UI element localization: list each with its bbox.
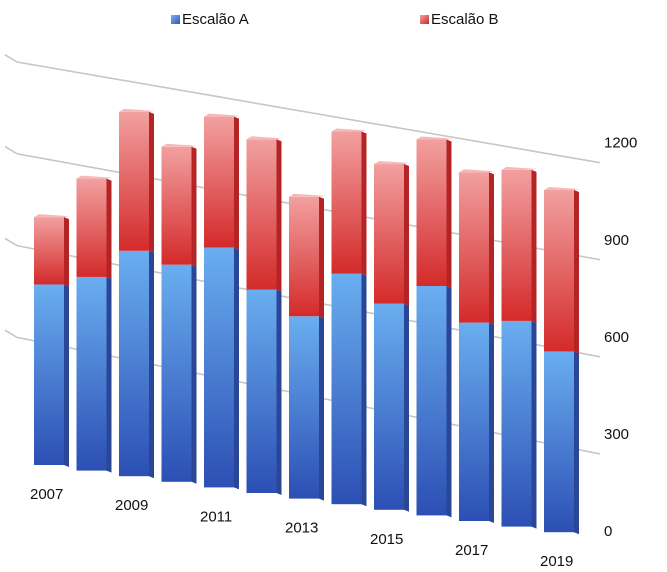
bar-escalao-b-2011-side <box>234 116 239 250</box>
bar-escalao-a-2010 <box>161 264 192 482</box>
bar-escalao-b-2009-side <box>149 111 154 253</box>
bar-escalao-a-2008-side <box>106 276 112 473</box>
bar-escalao-a-2011-side <box>234 247 239 490</box>
x-tick-label: 2017 <box>455 542 488 559</box>
legend-swatch-escalao-b <box>420 15 429 24</box>
bar-escalao-b-2013 <box>289 196 319 317</box>
bar-escalao-b-2018 <box>501 169 532 321</box>
bar-escalao-b-2011 <box>204 116 234 248</box>
bar-escalao-a-2009-side <box>149 250 154 479</box>
legend-label-escalao-b: Escalão B <box>431 11 499 28</box>
bar-escalao-a-2014-side <box>361 273 367 507</box>
legend-swatch-escalao-a <box>171 15 180 24</box>
bar-escalao-b-2019-side <box>574 190 579 354</box>
bar-top-2012 <box>246 136 282 140</box>
bar-escalao-a-2018-side <box>531 320 537 529</box>
x-tick-label: 2015 <box>370 531 403 548</box>
bar-escalao-b-2015-side <box>404 164 409 306</box>
bar-top-2009 <box>119 108 154 112</box>
bar-escalao-b-2016 <box>416 139 447 287</box>
bar-top-2015 <box>374 161 409 165</box>
y-tick-label: 300 <box>604 426 629 443</box>
bar-escalao-a-2011 <box>204 247 234 488</box>
bar-escalao-a-2007 <box>34 284 64 465</box>
bar-top-2013 <box>289 193 324 197</box>
bar-escalao-b-2012 <box>246 139 277 290</box>
bar-top-2011 <box>204 113 239 117</box>
bar-escalao-b-2009 <box>119 111 149 251</box>
x-tick-label: 2009 <box>115 497 148 514</box>
bar-escalao-b-2015 <box>374 164 404 304</box>
bar-escalao-b-2007-side <box>64 217 69 287</box>
bar-escalao-b-2008 <box>76 178 107 277</box>
bar-escalao-a-2012 <box>246 289 277 493</box>
bar-top-2018 <box>501 166 537 170</box>
bar-top-2010 <box>161 143 197 147</box>
bar-escalao-a-2008 <box>76 276 107 471</box>
bar-escalao-a-2013-side <box>319 316 324 501</box>
bar-escalao-b-2017-side <box>489 172 494 325</box>
bar-top-2017 <box>459 169 494 173</box>
gridline <box>4 54 601 164</box>
bar-top-2008 <box>76 175 112 179</box>
x-tick-label: 2013 <box>285 520 318 537</box>
bar-escalao-a-2019 <box>544 351 574 533</box>
bar-escalao-b-2019 <box>544 190 574 352</box>
bar-escalao-b-2017 <box>459 172 489 323</box>
bar-escalao-b-2008-side <box>106 178 112 279</box>
x-axis-tick-labels: 2007 2009 2011 2013 2015 2017 2019 <box>30 486 573 570</box>
bar-escalao-a-2015 <box>374 303 404 510</box>
bar-top-2014 <box>331 128 367 132</box>
bar-escalao-a-2017-side <box>489 322 494 523</box>
bar-escalao-a-2007-side <box>64 284 69 467</box>
bar-escalao-b-2014 <box>331 131 362 274</box>
bar-escalao-b-2007 <box>34 217 64 285</box>
bar-escalao-a-2012-side <box>276 289 282 495</box>
bar-escalao-a-2018 <box>501 320 532 527</box>
y-tick-label: 600 <box>604 329 629 346</box>
bar-escalao-a-2016 <box>416 286 447 516</box>
bar-escalao-a-2013 <box>289 316 319 499</box>
bar-escalao-b-2013-side <box>319 196 324 319</box>
x-tick-label: 2011 <box>200 508 232 525</box>
y-tick-label: 900 <box>604 232 629 249</box>
bars <box>34 108 579 535</box>
bar-escalao-a-2015-side <box>404 303 409 512</box>
y-tick-label: 0 <box>604 523 612 540</box>
y-axis-tick-labels: 0 300 600 900 1200 <box>604 135 637 540</box>
x-tick-label: 2019 <box>540 553 573 570</box>
bar-escalao-a-2016-side <box>446 286 452 518</box>
bar-escalao-b-2018-side <box>531 169 537 323</box>
bar-escalao-b-2012-side <box>276 139 282 292</box>
bar-escalao-b-2010 <box>161 146 192 265</box>
bar-escalao-a-2009 <box>119 250 149 477</box>
bar-escalao-a-2019-side <box>574 351 579 535</box>
bar-escalao-a-2010-side <box>191 264 197 484</box>
legend: Escalão A Escalão B <box>171 11 499 28</box>
x-tick-label: 2007 <box>30 486 63 503</box>
legend-label-escalao-a: Escalão A <box>182 11 249 28</box>
bar-escalao-b-2010-side <box>191 146 197 267</box>
bar-top-2016 <box>416 136 452 140</box>
bar-top-2007 <box>34 214 69 218</box>
bar-escalao-a-2017 <box>459 322 489 521</box>
y-tick-label: 1200 <box>604 135 637 152</box>
bar-escalao-a-2014 <box>331 273 362 505</box>
bar-escalao-b-2014-side <box>361 131 367 276</box>
bar-escalao-b-2016-side <box>446 139 452 289</box>
bar-top-2019 <box>544 187 579 191</box>
